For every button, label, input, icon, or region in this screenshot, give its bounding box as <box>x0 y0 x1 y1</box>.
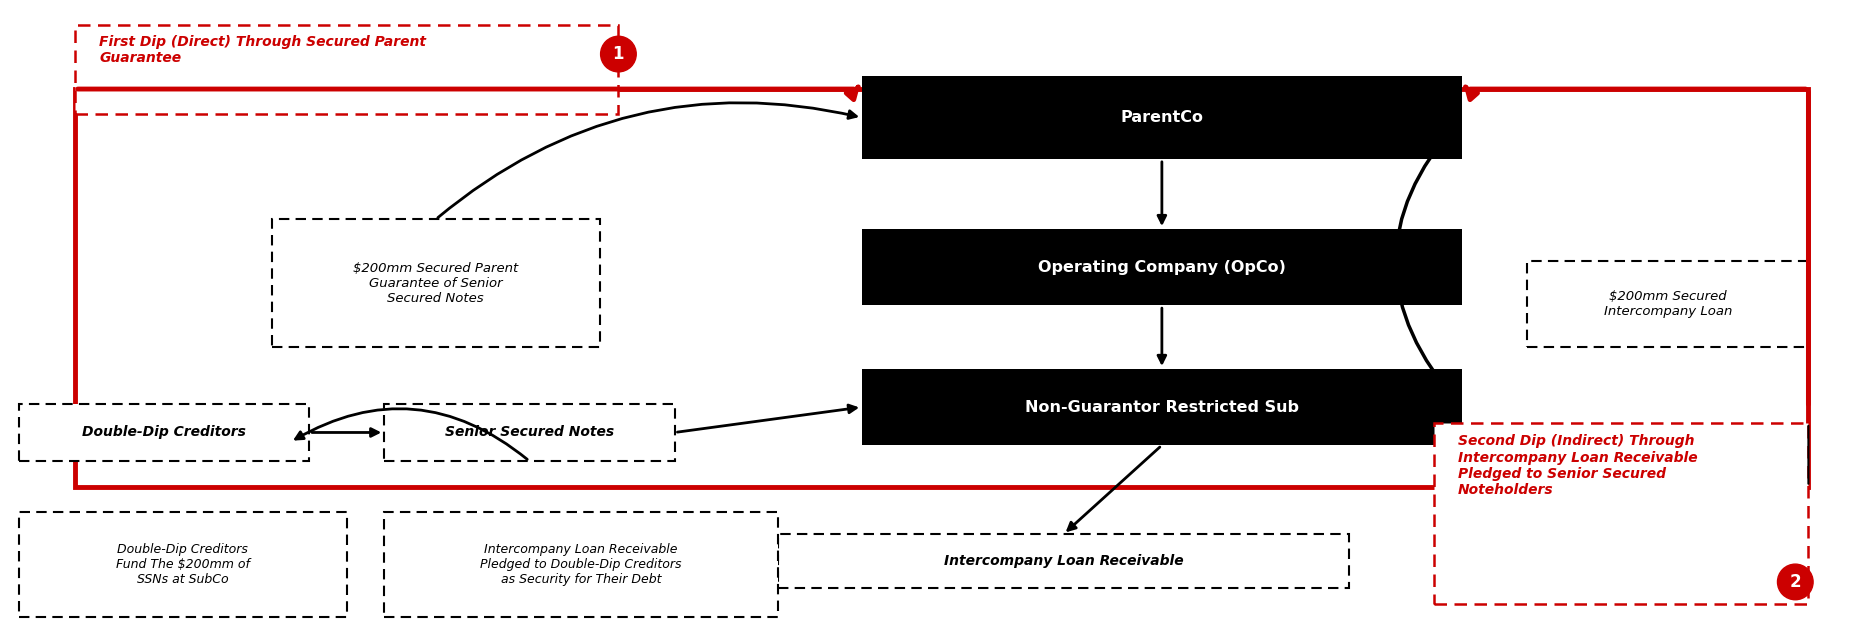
FancyBboxPatch shape <box>1433 423 1807 604</box>
Ellipse shape <box>1776 564 1813 600</box>
Text: Intercompany Loan Receivable: Intercompany Loan Receivable <box>944 554 1182 569</box>
FancyBboxPatch shape <box>1526 261 1807 347</box>
FancyBboxPatch shape <box>862 229 1461 305</box>
Text: First Dip (Direct) Through Secured Parent
Guarantee: First Dip (Direct) Through Secured Paren… <box>99 35 425 65</box>
Text: Double-Dip Creditors
Fund The $200mm of
SSNs at SubCo: Double-Dip Creditors Fund The $200mm of … <box>116 543 249 586</box>
Text: Second Dip (Indirect) Through
Intercompany Loan Receivable
Pledged to Senior Sec: Second Dip (Indirect) Through Intercompa… <box>1457 434 1697 497</box>
Text: 2: 2 <box>1789 573 1800 591</box>
FancyBboxPatch shape <box>19 512 347 617</box>
Text: ParentCo: ParentCo <box>1120 110 1202 125</box>
FancyBboxPatch shape <box>777 534 1349 588</box>
Text: $200mm Secured
Intercompany Loan: $200mm Secured Intercompany Loan <box>1603 289 1731 318</box>
Ellipse shape <box>599 36 637 72</box>
FancyBboxPatch shape <box>384 404 674 461</box>
Text: 1: 1 <box>612 45 624 63</box>
FancyBboxPatch shape <box>862 76 1461 159</box>
FancyBboxPatch shape <box>272 219 599 347</box>
Text: Intercompany Loan Receivable
Pledged to Double-Dip Creditors
as Security for The: Intercompany Loan Receivable Pledged to … <box>479 543 682 586</box>
FancyBboxPatch shape <box>384 512 777 617</box>
FancyBboxPatch shape <box>19 404 309 461</box>
Text: $200mm Secured Parent
Guarantee of Senior
Secured Notes: $200mm Secured Parent Guarantee of Senio… <box>352 261 519 305</box>
Text: Double-Dip Creditors: Double-Dip Creditors <box>82 425 245 439</box>
Text: Operating Company (OpCo): Operating Company (OpCo) <box>1038 259 1285 275</box>
FancyBboxPatch shape <box>862 369 1461 445</box>
Text: Non-Guarantor Restricted Sub: Non-Guarantor Restricted Sub <box>1025 399 1298 415</box>
FancyBboxPatch shape <box>75 25 618 114</box>
Text: Senior Secured Notes: Senior Secured Notes <box>444 425 614 439</box>
